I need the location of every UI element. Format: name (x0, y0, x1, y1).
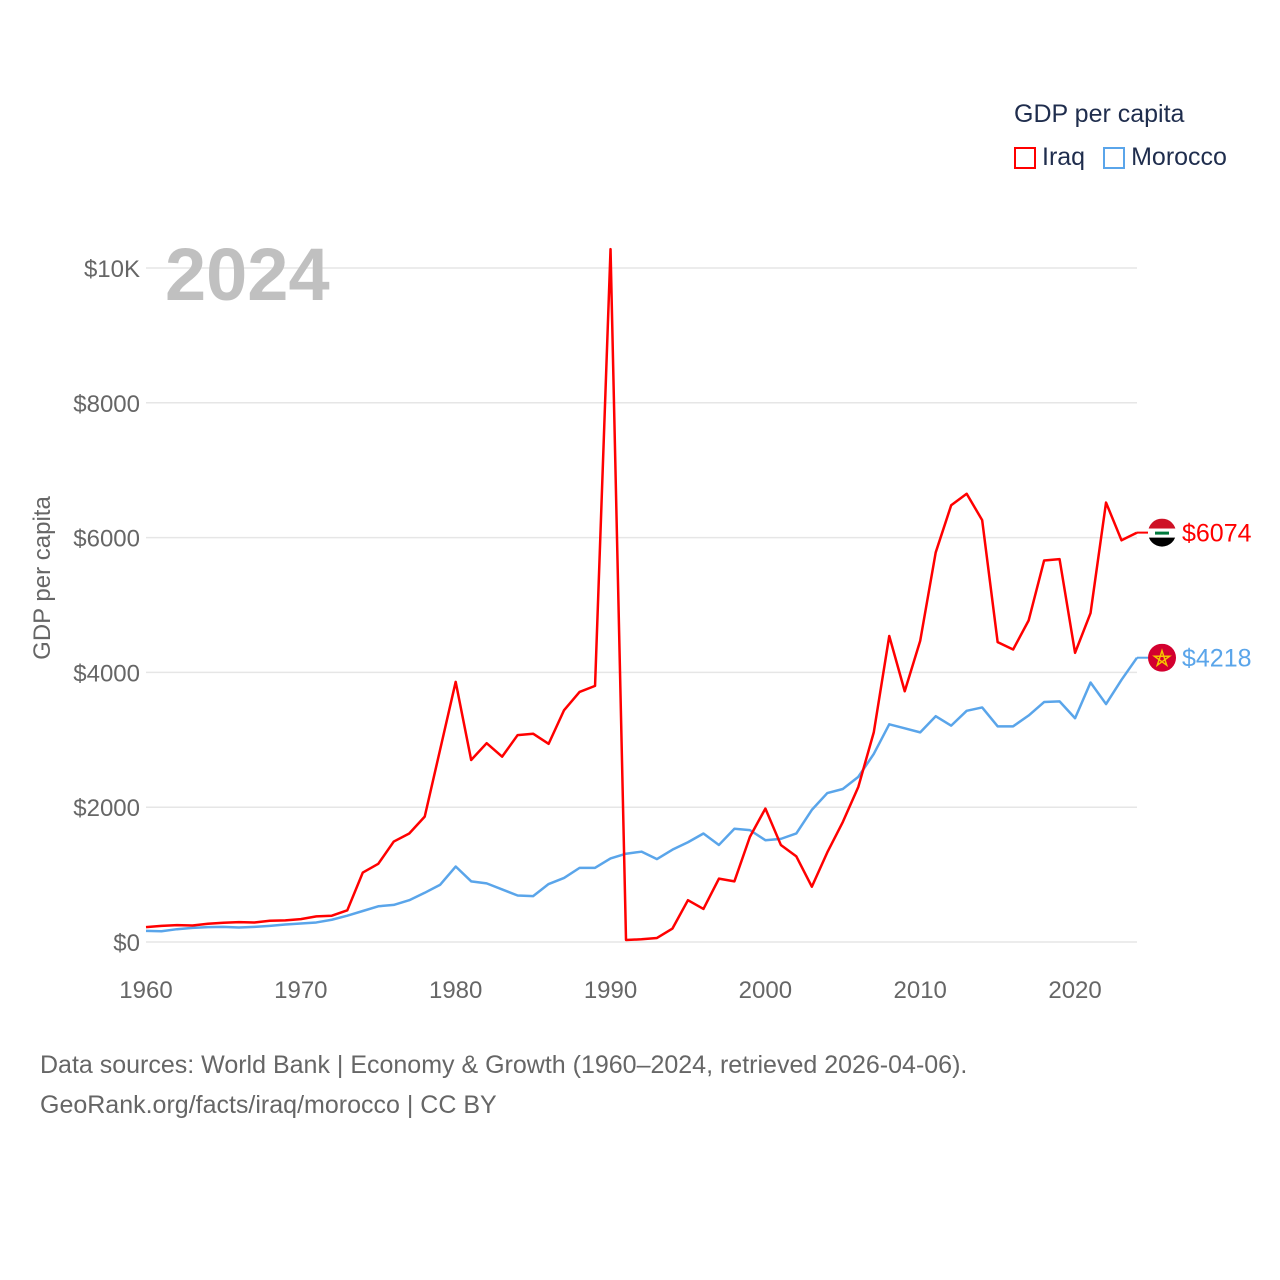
series-line-iraq (145, 247, 1138, 942)
x-tick-label: 2010 (894, 977, 947, 1004)
end-value-label-morocco: $4218 (1182, 645, 1252, 673)
series-line-morocco (145, 656, 1139, 933)
x-tick-label: 1970 (274, 977, 327, 1004)
legend-label-iraq: Iraq (1042, 143, 1086, 171)
y-tick-label: $0 (113, 930, 140, 957)
y-tick-label: $8000 (73, 391, 140, 418)
legend-item-iraq[interactable]: Iraq (1014, 143, 1085, 172)
y-tick-label: $4000 (73, 660, 140, 687)
x-tick-label: 1980 (429, 977, 482, 1004)
legend-label-morocco: Morocco (1131, 143, 1227, 171)
y-axis-label: GDP per capita (29, 496, 56, 660)
legend-title: GDP per capita (1014, 100, 1185, 128)
y-tick-label: $2000 (73, 795, 140, 822)
legend-swatch-morocco (1103, 146, 1126, 169)
legend-swatch-iraq (1014, 146, 1036, 169)
y-tick-label: $10K (84, 256, 140, 283)
x-tick-label: 1960 (119, 977, 172, 1004)
legend: Iraq Morocco (1014, 143, 1227, 172)
end-value-label-iraq: $6074 (1182, 520, 1252, 548)
x-tick-label: 2020 (1048, 977, 1101, 1004)
y-tick-label: $6000 (73, 526, 140, 553)
source-line-1: Data sources: World Bank | Economy & Gro… (40, 1051, 968, 1079)
source-note: Data sources: World Bank | Economy & Gro… (40, 1045, 967, 1125)
year-watermark: 2024 (165, 233, 330, 316)
source-line-2: GeoRank.org/facts/iraq/morocco | CC BY (40, 1091, 497, 1119)
x-tick-label: 2000 (739, 977, 792, 1004)
x-tick-label: 1990 (584, 977, 637, 1004)
legend-item-morocco[interactable]: Morocco (1103, 143, 1227, 172)
morocco-flag-icon (1148, 643, 1176, 672)
iraq-flag-icon (1148, 518, 1176, 547)
